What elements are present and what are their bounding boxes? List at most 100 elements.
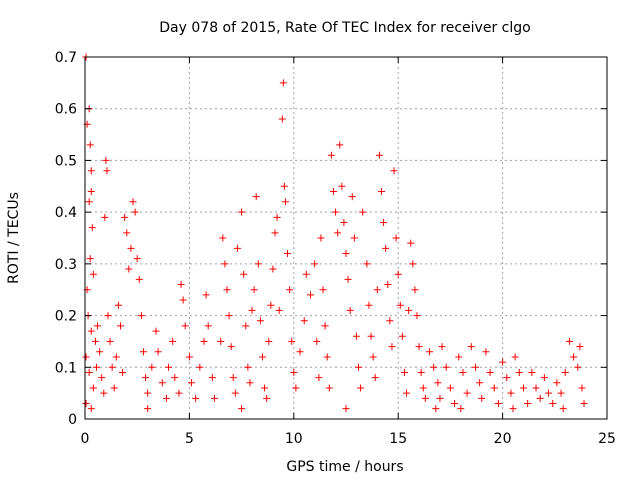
data-point (221, 260, 229, 268)
data-point (273, 213, 281, 221)
data-point (225, 312, 233, 320)
data-point (367, 332, 375, 340)
data-point (359, 208, 367, 216)
data-point (559, 405, 567, 413)
x-tick-label: 25 (598, 431, 616, 447)
data-point (98, 374, 106, 382)
data-point (288, 337, 296, 345)
data-point (202, 291, 210, 299)
plot-frame (84, 56, 608, 420)
data-point (426, 348, 434, 356)
data-point (398, 332, 406, 340)
data-point (411, 286, 419, 294)
data-point (200, 337, 208, 345)
data-point (430, 363, 438, 371)
data-point (129, 198, 137, 206)
y-tick-label: 0.7 (55, 50, 77, 66)
data-point (89, 270, 97, 278)
data-point (102, 156, 110, 164)
data-point (271, 229, 279, 237)
data-point (125, 265, 133, 273)
data-point (256, 317, 264, 325)
data-point (327, 151, 335, 159)
data-point (142, 374, 150, 382)
data-point (459, 368, 467, 376)
data-point (116, 322, 124, 330)
data-point (511, 353, 519, 361)
data-point (280, 182, 288, 190)
data-point (112, 353, 120, 361)
data-point (96, 348, 104, 356)
data-point (106, 337, 114, 345)
data-point (386, 317, 394, 325)
data-point (233, 244, 241, 252)
data-point (382, 244, 390, 252)
data-point (87, 405, 95, 413)
data-point (219, 234, 227, 242)
data-point (388, 343, 396, 351)
y-tick-label: 0.5 (55, 153, 77, 169)
data-points (82, 53, 588, 413)
data-point (532, 384, 540, 392)
data-point (486, 368, 494, 376)
data-point (192, 394, 200, 402)
data-point (363, 260, 371, 268)
data-point (137, 312, 145, 320)
x-tick-label: 15 (389, 431, 407, 447)
data-point (451, 399, 459, 407)
data-point (355, 363, 363, 371)
data-point (482, 348, 490, 356)
data-point (419, 384, 427, 392)
data-point (261, 384, 269, 392)
data-point (154, 348, 162, 356)
data-point (86, 141, 94, 149)
data-point (417, 368, 425, 376)
data-point (471, 363, 479, 371)
data-point (332, 208, 340, 216)
data-point (250, 286, 258, 294)
data-point (187, 379, 195, 387)
data-point (478, 394, 486, 402)
data-point (139, 348, 147, 356)
data-point (323, 353, 331, 361)
y-tick-label: 0.3 (55, 257, 77, 273)
data-point (123, 229, 131, 237)
data-point (344, 275, 352, 283)
y-tick-label: 0.4 (55, 205, 77, 221)
data-point (540, 374, 548, 382)
data-point (152, 327, 160, 335)
data-point (499, 358, 507, 366)
data-point (148, 363, 156, 371)
data-point (284, 250, 292, 258)
x-tick-label: 10 (285, 431, 303, 447)
y-tick-label: 0.1 (55, 360, 77, 376)
data-point (377, 187, 385, 195)
data-point (476, 379, 484, 387)
data-point (580, 399, 588, 407)
data-point (229, 374, 237, 382)
data-point (334, 229, 342, 237)
data-point (300, 317, 308, 325)
data-point (82, 399, 90, 407)
data-point (292, 384, 300, 392)
data-point (231, 389, 239, 397)
data-point (346, 306, 354, 314)
data-point (86, 255, 94, 263)
data-point (515, 368, 523, 376)
data-point (302, 270, 310, 278)
data-point (165, 363, 173, 371)
data-point (208, 374, 216, 382)
data-point (100, 389, 108, 397)
y-tick-label: 0.2 (55, 309, 77, 325)
data-point (421, 394, 429, 402)
data-point (127, 244, 135, 252)
data-point (175, 389, 183, 397)
data-point (171, 374, 179, 382)
data-point (396, 301, 404, 309)
data-point (371, 374, 379, 382)
data-point (91, 337, 99, 345)
data-point (313, 337, 321, 345)
data-point (103, 167, 111, 175)
data-point (369, 353, 377, 361)
